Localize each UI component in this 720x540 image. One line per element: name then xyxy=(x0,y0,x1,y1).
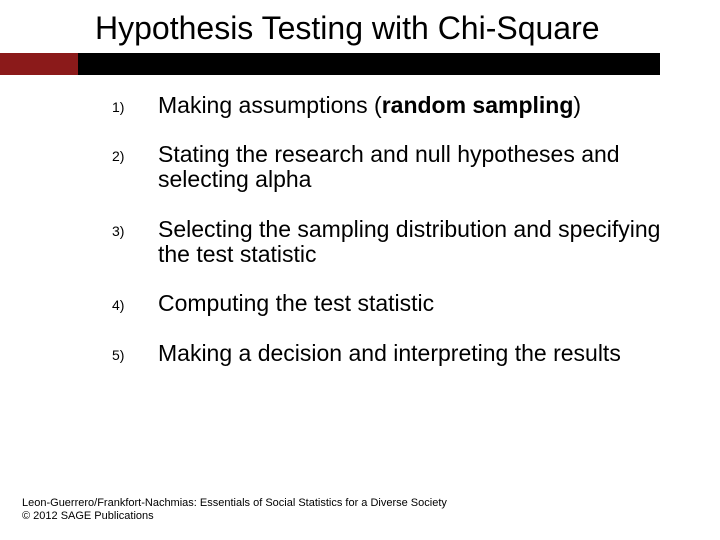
step-plain-after: ) xyxy=(573,92,581,118)
step-text: Computing the test statistic xyxy=(158,291,680,316)
step-text: Making assumptions (random sampling) xyxy=(158,93,680,118)
list-item: 1) Making assumptions (random sampling) xyxy=(112,93,680,118)
step-plain-before: Making assumptions ( xyxy=(158,92,382,118)
list-item: 4) Computing the test statistic xyxy=(112,291,680,316)
step-plain-before: Making a decision and interpreting the r… xyxy=(158,340,621,366)
title-block: Hypothesis Testing with Chi-Square xyxy=(0,0,640,47)
step-marker: 1) xyxy=(112,93,158,115)
accent-bar xyxy=(0,53,720,75)
step-bold: random sampling xyxy=(382,92,574,118)
step-text: Making a decision and interpreting the r… xyxy=(158,341,680,366)
footer-line-1: Leon-Guerrero/Frankfort-Nachmias: Essent… xyxy=(22,497,447,511)
step-text: Selecting the sampling distribution and … xyxy=(158,217,680,268)
step-marker: 4) xyxy=(112,291,158,313)
step-plain-before: Computing the test statistic xyxy=(158,290,434,316)
list-item: 5) Making a decision and interpreting th… xyxy=(112,341,680,366)
footer: Leon-Guerrero/Frankfort-Nachmias: Essent… xyxy=(22,497,447,525)
bar-black xyxy=(0,53,660,75)
steps-list: 1) Making assumptions (random sampling) … xyxy=(0,75,720,366)
list-item: 3) Selecting the sampling distribution a… xyxy=(112,217,680,268)
list-item: 2) Stating the research and null hypothe… xyxy=(112,142,680,193)
step-marker: 2) xyxy=(112,142,158,164)
step-marker: 3) xyxy=(112,217,158,239)
step-text: Stating the research and null hypotheses… xyxy=(158,142,680,193)
footer-line-2: © 2012 SAGE Publications xyxy=(22,510,447,524)
step-plain-before: Stating the research and null hypotheses… xyxy=(158,141,620,192)
slide-title: Hypothesis Testing with Chi-Square xyxy=(95,10,640,47)
step-marker: 5) xyxy=(112,341,158,363)
bar-red xyxy=(0,53,78,75)
step-plain-before: Selecting the sampling distribution and … xyxy=(158,216,660,267)
